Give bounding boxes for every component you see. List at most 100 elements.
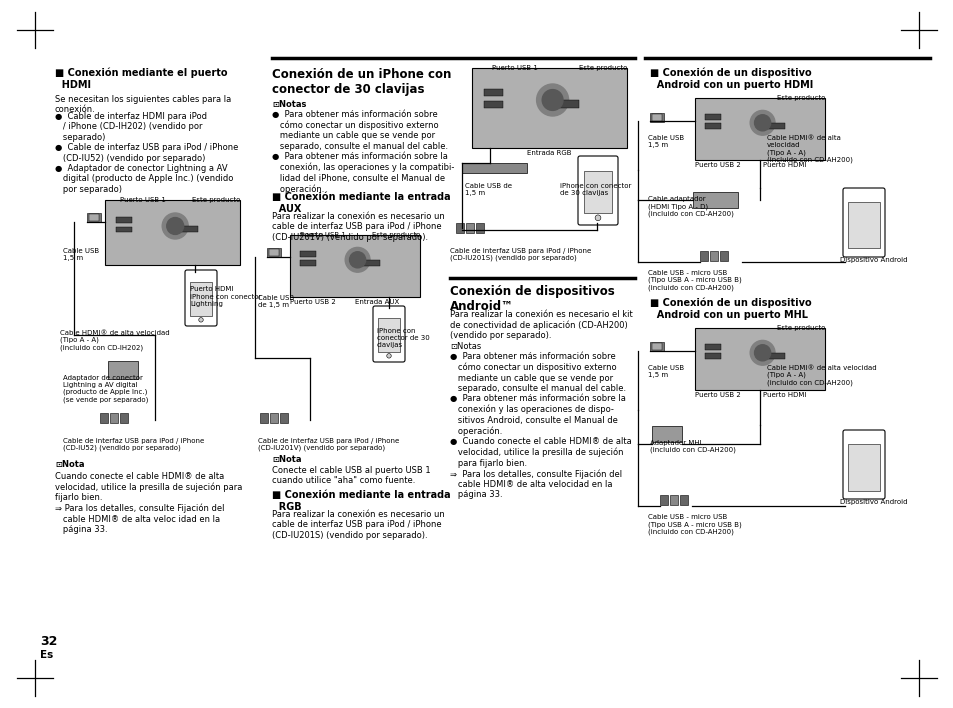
Bar: [765, 353, 784, 359]
Text: ■ Conexión de un dispositivo
  Android con un puerto HDMI: ■ Conexión de un dispositivo Android con…: [649, 68, 812, 90]
Text: Cable USB
de 1,5 m: Cable USB de 1,5 m: [257, 295, 294, 308]
Text: Cable USB - micro USB
(Tipo USB A - micro USB B)
(incluido con CD-AH200): Cable USB - micro USB (Tipo USB A - micr…: [647, 514, 741, 535]
Text: ⊡Nota: ⊡Nota: [272, 455, 301, 464]
Bar: [649, 343, 663, 351]
Bar: [847, 444, 879, 491]
Bar: [669, 495, 678, 505]
Bar: [269, 249, 278, 256]
Text: Dispositivo Android: Dispositivo Android: [840, 257, 906, 263]
Bar: [484, 101, 502, 108]
Text: ●  Para obtener más información sobre
   cómo conectar un dispositivo externo
  : ● Para obtener más información sobre cóm…: [272, 110, 454, 193]
Text: Puerto HDMI: Puerto HDMI: [762, 162, 805, 168]
FancyBboxPatch shape: [185, 270, 216, 326]
Circle shape: [749, 110, 774, 135]
Bar: [847, 202, 879, 249]
Bar: [179, 226, 198, 232]
FancyBboxPatch shape: [578, 156, 618, 225]
Text: Cable de interfaz USB para iPod / iPhone
(CD-IU201S) (vendido por separado): Cable de interfaz USB para iPod / iPhone…: [450, 248, 591, 261]
Bar: [300, 251, 315, 257]
Bar: [557, 100, 578, 108]
Bar: [709, 251, 718, 261]
Bar: [300, 261, 315, 266]
Text: Este producto: Este producto: [776, 325, 824, 331]
Bar: [280, 413, 288, 423]
Bar: [290, 235, 419, 297]
Bar: [267, 249, 281, 258]
Bar: [704, 123, 720, 129]
Circle shape: [198, 318, 203, 322]
Bar: [704, 114, 720, 120]
Circle shape: [754, 345, 770, 361]
Circle shape: [349, 252, 365, 268]
Text: Conecte el cable USB al puerto USB 1
cuando utilice "aha" como fuente.: Conecte el cable USB al puerto USB 1 cua…: [272, 466, 430, 486]
Bar: [651, 113, 661, 120]
Circle shape: [536, 84, 568, 116]
Text: Puerto USB 1: Puerto USB 1: [492, 65, 537, 71]
Bar: [695, 328, 824, 390]
Text: Adaptador de conector
Lightning a AV digital
(producto de Apple Inc.)
(se vende : Adaptador de conector Lightning a AV dig…: [63, 375, 149, 403]
Bar: [108, 361, 138, 379]
Text: Cable HDMI® de alta velocidad
(Tipo A - A)
(incluido con CD-IH202): Cable HDMI® de alta velocidad (Tipo A - …: [60, 330, 170, 351]
Bar: [651, 426, 681, 442]
Circle shape: [345, 247, 370, 272]
Text: iPhone con conector
de 30 clavijas: iPhone con conector de 30 clavijas: [559, 183, 631, 196]
Text: Cable USB
1,5 m: Cable USB 1,5 m: [647, 365, 683, 378]
Bar: [115, 217, 132, 223]
Circle shape: [386, 353, 391, 358]
Bar: [110, 413, 118, 423]
Text: Puerto USB 1: Puerto USB 1: [120, 197, 166, 203]
Bar: [465, 223, 474, 233]
Text: Para realizar la conexión es necesario un
cable de interfaz USB para iPod / iPho: Para realizar la conexión es necesario u…: [272, 212, 444, 242]
Text: ■ Conexión mediante la entrada
  RGB: ■ Conexión mediante la entrada RGB: [272, 490, 450, 512]
Bar: [704, 344, 720, 350]
Circle shape: [167, 217, 184, 234]
Bar: [659, 495, 667, 505]
Text: Entrada RGB: Entrada RGB: [526, 150, 571, 156]
Text: Puerto HDMI: Puerto HDMI: [762, 392, 805, 398]
Bar: [679, 495, 687, 505]
Text: Cable de interfaz USB para iPod / iPhone
(CD-IU52) (vendido por separado): Cable de interfaz USB para iPod / iPhone…: [63, 438, 204, 452]
Text: Se necesitan los siguientes cables para la
conexión.: Se necesitan los siguientes cables para …: [55, 95, 231, 115]
Bar: [105, 200, 240, 265]
Bar: [361, 260, 379, 266]
Text: Cable HDMI® de alta
velocidad
(Tipo A - A)
(incluido con CD-AH200): Cable HDMI® de alta velocidad (Tipo A - …: [766, 135, 852, 163]
Text: Para realizar la conexión es necesario el kit
de conectividad de aplicación (CD-: Para realizar la conexión es necesario e…: [450, 310, 632, 499]
Text: ⊡Notas: ⊡Notas: [272, 100, 306, 109]
Text: Este producto: Este producto: [372, 232, 419, 238]
Circle shape: [595, 215, 600, 221]
Bar: [456, 223, 463, 233]
Text: ■ Conexión de un dispositivo
  Android con un puerto MHL: ■ Conexión de un dispositivo Android con…: [649, 298, 811, 320]
Text: Conexión de un iPhone con
conector de 30 clavijas: Conexión de un iPhone con conector de 30…: [272, 68, 451, 96]
Text: Cable USB de
1,5 m: Cable USB de 1,5 m: [464, 183, 512, 196]
Bar: [115, 227, 132, 232]
Text: Cable HDMI® de alta velocidad
(Tipo A - A)
(incluido con CD-AH200): Cable HDMI® de alta velocidad (Tipo A - …: [766, 365, 876, 386]
Bar: [260, 413, 268, 423]
Bar: [765, 122, 784, 129]
Bar: [476, 223, 483, 233]
Bar: [649, 113, 663, 122]
Bar: [270, 413, 277, 423]
Bar: [651, 343, 661, 350]
Text: Para realizar la conexión es necesario un
cable de interfaz USB para iPod / iPho: Para realizar la conexión es necesario u…: [272, 510, 444, 539]
Text: Adaptador MHL
(incluido con CD-AH200): Adaptador MHL (incluido con CD-AH200): [649, 440, 735, 454]
Text: Cable USB
1,5 m: Cable USB 1,5 m: [647, 135, 683, 148]
Bar: [692, 192, 738, 208]
Text: Conexión de dispositivos
Android™: Conexión de dispositivos Android™: [450, 285, 614, 313]
Circle shape: [749, 341, 774, 365]
Text: ■ Conexión mediante la entrada
  AUX: ■ Conexión mediante la entrada AUX: [272, 192, 450, 214]
Text: Cable de interfaz USB para iPod / iPhone
(CD-IU201V) (vendido por separado): Cable de interfaz USB para iPod / iPhone…: [257, 438, 399, 452]
Bar: [695, 98, 824, 160]
Text: Puerto USB 2: Puerto USB 2: [695, 392, 740, 398]
Bar: [120, 413, 128, 423]
Text: Cuando conecte el cable HDMI® de alta
velocidad, utilice la presilla de sujeción: Cuando conecte el cable HDMI® de alta ve…: [55, 472, 242, 535]
Text: Puerto USB 2: Puerto USB 2: [290, 299, 335, 305]
FancyBboxPatch shape: [373, 306, 405, 362]
Text: Este producto: Este producto: [578, 65, 626, 71]
FancyBboxPatch shape: [842, 430, 884, 499]
FancyBboxPatch shape: [842, 188, 884, 257]
Text: Es: Es: [40, 650, 53, 660]
Text: Puerto USB 2: Puerto USB 2: [695, 162, 740, 168]
Text: ■ Conexión mediante el puerto
  HDMI: ■ Conexión mediante el puerto HDMI: [55, 68, 227, 90]
Text: Cable USB - micro USB
(Tipo USB A - micro USB B)
(incluido con CD-AH200): Cable USB - micro USB (Tipo USB A - micr…: [647, 270, 741, 291]
Bar: [720, 251, 727, 261]
